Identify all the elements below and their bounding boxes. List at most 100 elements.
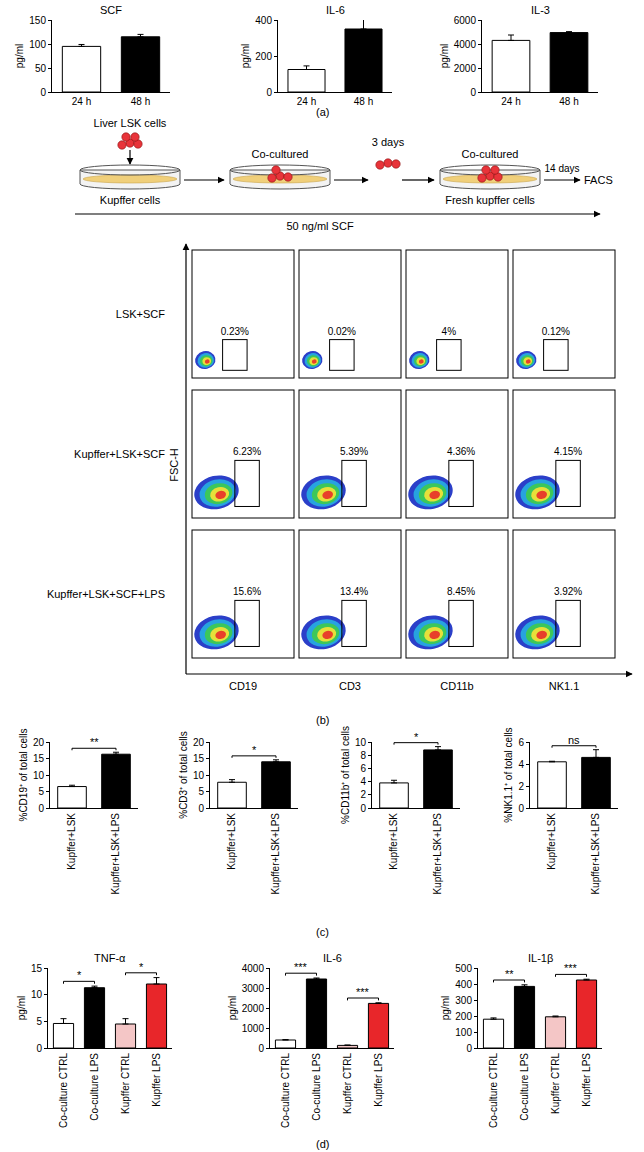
svg-text:Kupffer+LSK: Kupffer+LSK xyxy=(226,813,237,870)
svg-text:0.02%: 0.02% xyxy=(328,326,356,337)
svg-text:5: 5 xyxy=(198,786,204,797)
svg-text:Kupffer+LSK+LPS: Kupffer+LSK+LPS xyxy=(270,813,281,895)
svg-text:***: *** xyxy=(294,961,308,973)
svg-text:300: 300 xyxy=(455,995,472,1006)
svg-text:pg/ml: pg/ml xyxy=(14,44,25,68)
svg-text:CD3: CD3 xyxy=(339,680,361,692)
svg-text:FACS: FACS xyxy=(584,174,613,186)
svg-text:**: ** xyxy=(505,968,514,980)
svg-text:15: 15 xyxy=(193,753,205,764)
svg-text:15.6%: 15.6% xyxy=(233,586,261,597)
svg-text:Co-culture CTRL: Co-culture CTRL xyxy=(488,1053,499,1128)
svg-text:Kupffer LPS: Kupffer LPS xyxy=(373,1053,384,1107)
svg-text:5: 5 xyxy=(36,1016,42,1027)
svg-text:15: 15 xyxy=(33,753,45,764)
svg-text:IL-1β: IL-1β xyxy=(528,952,553,964)
svg-text:150: 150 xyxy=(29,15,46,26)
svg-text:Kupffer+LSK+SCF: Kupffer+LSK+SCF xyxy=(74,448,165,460)
svg-text:pg/ml: pg/ml xyxy=(440,996,451,1020)
svg-text:10: 10 xyxy=(31,989,43,1000)
svg-text:pg/ml: pg/ml xyxy=(16,996,27,1020)
svg-text:IL-6: IL-6 xyxy=(323,952,342,964)
svg-text:100: 100 xyxy=(455,1027,472,1038)
svg-text:NK1.1: NK1.1 xyxy=(549,680,580,692)
svg-text:%CD19⁺ of total cells: %CD19⁺ of total cells xyxy=(18,728,29,821)
svg-text:(a): (a) xyxy=(316,106,329,118)
svg-text:(d): (d) xyxy=(316,1138,329,1150)
svg-text:Kupffer cells: Kupffer cells xyxy=(100,194,161,206)
svg-text:24 h: 24 h xyxy=(72,96,91,107)
svg-text:ns: ns xyxy=(568,734,580,746)
svg-text:0: 0 xyxy=(36,1043,42,1054)
svg-text:48 h: 48 h xyxy=(354,96,373,107)
svg-text:50: 50 xyxy=(35,63,47,74)
svg-text:Fresh kupffer cells: Fresh kupffer cells xyxy=(445,194,535,206)
svg-text:Kupffer+LSK: Kupffer+LSK xyxy=(66,813,77,870)
svg-text:3000: 3000 xyxy=(242,983,265,994)
svg-text:pg/ml: pg/ml xyxy=(439,44,450,68)
svg-text:*: * xyxy=(252,744,257,756)
svg-text:SCF: SCF xyxy=(100,4,122,16)
svg-text:0: 0 xyxy=(518,803,524,814)
svg-text:24 h: 24 h xyxy=(297,96,316,107)
svg-text:*: * xyxy=(77,969,82,981)
svg-text:10: 10 xyxy=(355,737,367,748)
svg-text:Co-culture LPS: Co-culture LPS xyxy=(89,1053,100,1121)
svg-text:Kupffer+LSK: Kupffer+LSK xyxy=(546,813,557,870)
svg-text:pg/ml: pg/ml xyxy=(227,996,238,1020)
svg-text:Kupffer+LSK+LPS: Kupffer+LSK+LPS xyxy=(110,813,121,895)
svg-text:2: 2 xyxy=(518,781,524,792)
svg-text:3.92%: 3.92% xyxy=(554,586,582,597)
svg-text:Co-culture LPS: Co-culture LPS xyxy=(519,1053,530,1121)
svg-text:6.23%: 6.23% xyxy=(233,446,261,457)
svg-text:6000: 6000 xyxy=(454,15,477,26)
svg-text:IL-6: IL-6 xyxy=(326,4,345,16)
svg-text:Co-cultured: Co-cultured xyxy=(252,148,309,160)
svg-text:24 h: 24 h xyxy=(501,96,520,107)
svg-text:5: 5 xyxy=(38,786,44,797)
svg-text:15: 15 xyxy=(31,963,43,974)
svg-text:0.23%: 0.23% xyxy=(221,326,249,337)
svg-text:TNF-α: TNF-α xyxy=(94,952,126,964)
svg-text:8.45%: 8.45% xyxy=(447,586,475,597)
svg-text:48 h: 48 h xyxy=(559,96,578,107)
svg-text:0: 0 xyxy=(38,803,44,814)
svg-text:CD11b: CD11b xyxy=(440,680,473,692)
svg-text:2: 2 xyxy=(360,789,366,800)
svg-text:50 ng/ml SCF: 50 ng/ml SCF xyxy=(286,220,354,232)
svg-text:4.36%: 4.36% xyxy=(447,446,475,457)
svg-text:500: 500 xyxy=(455,963,472,974)
svg-text:20: 20 xyxy=(33,737,45,748)
svg-text:4000: 4000 xyxy=(242,963,265,974)
svg-text:1000: 1000 xyxy=(242,1023,265,1034)
svg-text:4: 4 xyxy=(518,759,524,770)
svg-text:Co-culture CTRL: Co-culture CTRL xyxy=(280,1053,291,1128)
svg-text:8: 8 xyxy=(360,750,366,761)
svg-text:4: 4 xyxy=(360,776,366,787)
svg-text:14 days: 14 days xyxy=(544,163,579,174)
svg-text:0: 0 xyxy=(360,803,366,814)
svg-text:6: 6 xyxy=(518,737,524,748)
svg-text:4000: 4000 xyxy=(454,39,477,50)
svg-text:0: 0 xyxy=(258,1043,264,1054)
svg-text:Kupffer CTRL: Kupffer CTRL xyxy=(342,1053,353,1114)
svg-text:Co-culture LPS: Co-culture LPS xyxy=(311,1053,322,1121)
svg-text:Kupffer+LSK+SCF+LPS: Kupffer+LSK+SCF+LPS xyxy=(47,588,165,600)
svg-text:Kupffer+LSK+LPS: Kupffer+LSK+LPS xyxy=(590,813,601,895)
svg-text:Kupffer+LSK: Kupffer+LSK xyxy=(388,813,399,870)
svg-text:(c): (c) xyxy=(316,926,329,938)
svg-text:100: 100 xyxy=(29,39,46,50)
svg-text:CD19: CD19 xyxy=(229,680,257,692)
svg-text:4.15%: 4.15% xyxy=(554,446,582,457)
svg-text:**: ** xyxy=(90,736,99,748)
svg-text:Co-culture CTRL: Co-culture CTRL xyxy=(58,1053,69,1128)
svg-text:200: 200 xyxy=(255,51,272,62)
svg-text:13.4%: 13.4% xyxy=(340,586,368,597)
svg-text:LSK+SCF: LSK+SCF xyxy=(116,308,165,320)
svg-text:0: 0 xyxy=(470,87,476,98)
svg-text:10: 10 xyxy=(33,770,45,781)
svg-text:400: 400 xyxy=(455,979,472,990)
svg-text:10: 10 xyxy=(193,770,205,781)
svg-text:2000: 2000 xyxy=(454,63,477,74)
svg-text:0: 0 xyxy=(266,87,272,98)
